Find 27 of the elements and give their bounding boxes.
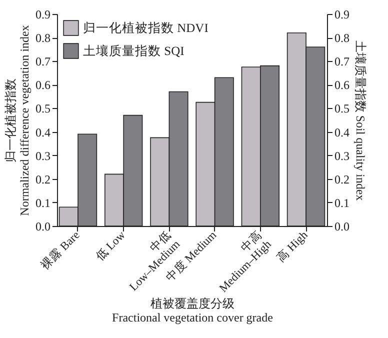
legend-label: 归一化植被指数 NDVI bbox=[83, 21, 208, 35]
y-tick-label: 0.6 bbox=[36, 78, 50, 92]
y-tick-label: 0.3 bbox=[36, 148, 50, 163]
y-tick-label: 0.7 bbox=[36, 54, 50, 69]
y2-tick-label: 0.5 bbox=[334, 102, 350, 116]
x-tick-label: 高 High bbox=[274, 228, 310, 265]
y2-tick-label: 0.0 bbox=[334, 220, 350, 234]
y-axis-title: 归一化植被指数 Normalized difference vegetation index bbox=[4, 25, 32, 216]
legend-label: 土壤质量指数 SQI bbox=[83, 44, 184, 58]
y-tick-label: 0.5 bbox=[36, 102, 50, 116]
y2-tick-label: 0.8 bbox=[334, 31, 350, 46]
y2-tick-label: 0.3 bbox=[334, 148, 350, 163]
y-tick-label: 0.0 bbox=[36, 220, 50, 234]
x-tick-label: 低 Low bbox=[93, 228, 128, 264]
y2-tick-label: 0.4 bbox=[334, 125, 350, 140]
y2-tick-label: 0.6 bbox=[334, 78, 350, 92]
y-tick-label: 0.4 bbox=[36, 125, 50, 140]
y2-tick-label: 0.1 bbox=[334, 196, 350, 210]
y-tick-label: 0.9 bbox=[36, 8, 50, 22]
y2-tick-label: 0.9 bbox=[334, 8, 350, 22]
y2-tick-label: 0.2 bbox=[334, 172, 350, 186]
y2-axis-title: 土壤质量指数 Soil quality index bbox=[354, 40, 368, 201]
y-tick-label: 0.8 bbox=[36, 31, 50, 46]
x-axis-title: 植被覆盖度分级 Fractional vegetation cover grade bbox=[112, 296, 273, 324]
y2-tick-label: 0.7 bbox=[334, 54, 350, 69]
y-tick-label: 0.1 bbox=[36, 196, 50, 210]
y-tick-label: 0.2 bbox=[36, 172, 50, 186]
